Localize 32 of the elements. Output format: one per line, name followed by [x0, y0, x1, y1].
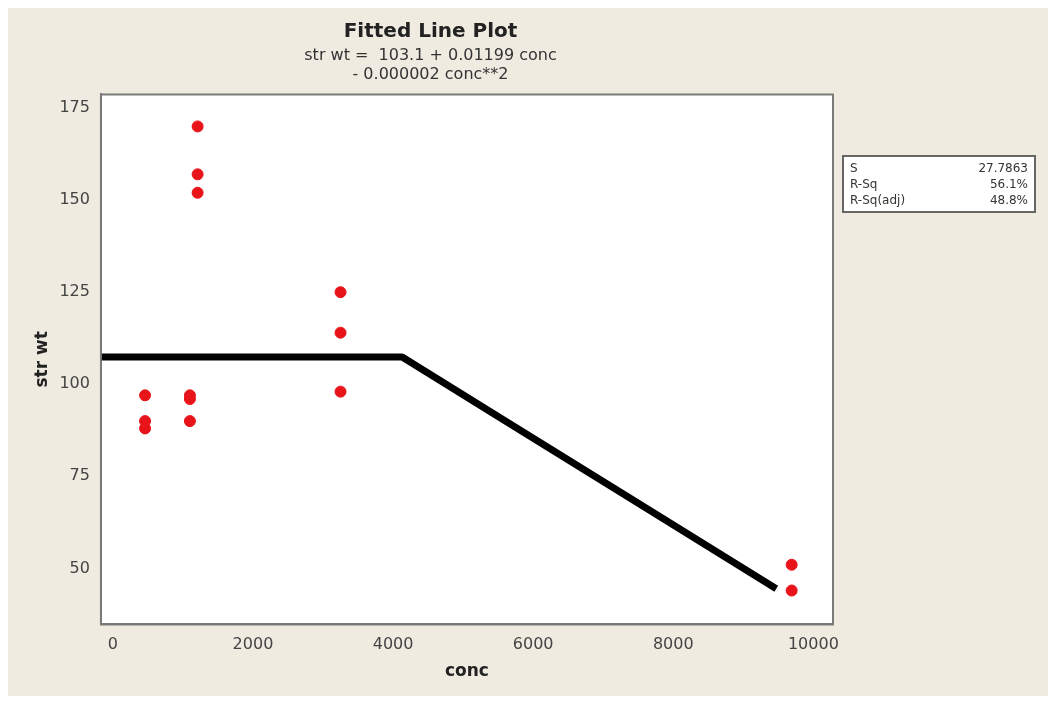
- y-tick-label: 175: [59, 97, 90, 117]
- x-tick-label: 4000: [372, 634, 414, 654]
- point: [191, 186, 204, 199]
- point: [785, 584, 798, 597]
- point: [334, 385, 347, 398]
- text: R-Sq(adj): [850, 192, 906, 208]
- y-axis-title: str wt: [30, 331, 51, 388]
- x-tick-label: 0: [107, 634, 118, 654]
- point: [191, 168, 204, 181]
- x-tick-label: 2000: [232, 634, 274, 654]
- y-tick-label: 100: [59, 373, 90, 393]
- chart-title: Fitted Line Plot: [343, 18, 518, 43]
- text: S: [850, 160, 858, 176]
- x-tick-label: 8000: [652, 634, 694, 654]
- point: [139, 389, 152, 402]
- y-tick-label: 125: [59, 281, 90, 301]
- y-tick-label: 150: [59, 189, 90, 209]
- chart-subtitle: str wt = 103.1 + 0.01199 conc - 0.000002 conc**2: [304, 44, 557, 83]
- point: [785, 558, 798, 571]
- y-tick-label: 50: [69, 557, 90, 577]
- text: 56.1%: [989, 176, 1028, 192]
- x-tick-label: 6000: [512, 634, 554, 654]
- x-axis-title: conc: [445, 660, 489, 681]
- x-tick-label: 10000: [787, 634, 839, 654]
- point: [334, 286, 347, 299]
- text: 27.7863: [978, 160, 1028, 176]
- text: R-Sq: [850, 176, 878, 192]
- point: [183, 415, 196, 428]
- point: [334, 326, 347, 339]
- point: [191, 120, 204, 133]
- y-tick-label: 75: [69, 465, 90, 485]
- text: 48.8%: [989, 192, 1028, 208]
